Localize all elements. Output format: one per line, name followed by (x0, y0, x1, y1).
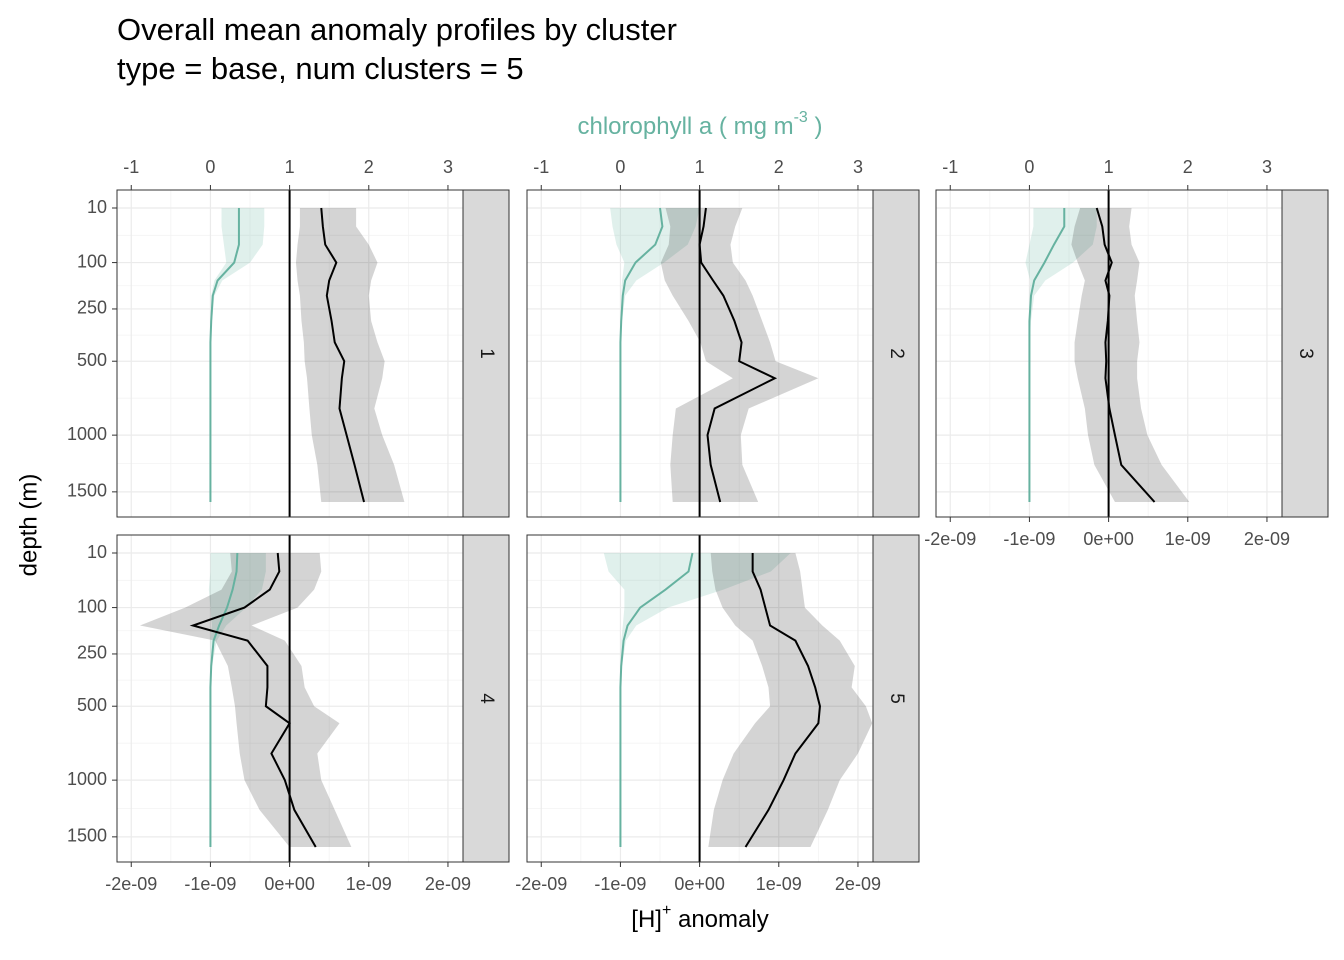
x-tick-label: 0e+00 (1083, 529, 1134, 549)
y-tick-label: 250 (77, 643, 107, 663)
facet-label: 5 (886, 693, 907, 704)
facet-label: 2 (886, 348, 907, 359)
ribbon (708, 553, 873, 847)
facet-label: 3 (1295, 348, 1316, 359)
y-tick-label: 10 (87, 542, 107, 562)
profile-line (209, 552, 239, 847)
y-tick-label: 100 (77, 251, 107, 271)
y-tick-label: 100 (77, 596, 107, 616)
top-axis-title-after: ) (808, 113, 823, 140)
profile-line (209, 208, 240, 502)
profile-line (320, 207, 365, 503)
facet-label: 4 (476, 693, 497, 704)
x2-tick-label: 1 (695, 157, 705, 177)
x-axis-title: [H]+ anomaly (631, 902, 768, 933)
y-tick-label: 1500 (67, 481, 107, 501)
facet-strip (462, 189, 510, 518)
ribbon (1025, 208, 1097, 502)
profile-line (1095, 207, 1156, 503)
x-tick-label: -1e-09 (184, 874, 236, 894)
x-tick-label: 1e-09 (346, 874, 392, 894)
facet-label: 1 (476, 348, 497, 359)
x-tick-label: 2e-09 (1244, 529, 1290, 549)
x2-tick-label: -1 (942, 157, 958, 177)
x2-tick-label: 2 (364, 157, 374, 177)
ribbon (603, 553, 791, 847)
x2-tick-label: 3 (1262, 157, 1272, 177)
top-axis-title-text: chlorophyll a ( mg m (578, 113, 794, 140)
ribbon (139, 553, 352, 847)
ribbon (295, 208, 405, 502)
chart-subtitle: type = base, num clusters = 5 (117, 51, 524, 86)
ribbon (208, 553, 266, 847)
x2-tick-label: 1 (1104, 157, 1114, 177)
x-tick-label: -2e-09 (105, 874, 157, 894)
ribbon (210, 208, 265, 502)
y-tick-label: 1500 (67, 826, 107, 846)
x-tick-label: 0e+00 (264, 874, 315, 894)
x-tick-label: 2e-09 (425, 874, 471, 894)
x-tick-label: 1e-09 (1165, 529, 1211, 549)
chart-title: Overall mean anomaly profiles by cluster (117, 12, 677, 47)
top-axis-title-sup: -3 (794, 109, 808, 126)
x-tick-label: -2e-09 (924, 529, 976, 549)
x2-tick-label: 3 (443, 157, 453, 177)
x2-tick-label: 0 (615, 157, 625, 177)
y-tick-label: 250 (77, 298, 107, 318)
x2-tick-label: 1 (285, 157, 295, 177)
y-tick-label: 1000 (67, 769, 107, 789)
top-axis-title: chlorophyll a ( mg m-3 ) (578, 109, 823, 140)
facet-strip (462, 534, 510, 863)
facet-strip (872, 189, 920, 518)
x-tick-label: 1e-09 (756, 874, 802, 894)
x2-tick-label: 3 (853, 157, 863, 177)
x-axis-title-text: [H] (631, 906, 662, 933)
x-tick-label: -2e-09 (515, 874, 567, 894)
y-tick-label: 10 (87, 197, 107, 217)
x-tick-label: -1e-09 (594, 874, 646, 894)
x2-tick-label: 0 (205, 157, 215, 177)
ribbon (610, 208, 700, 502)
ribbon (1071, 208, 1190, 502)
x2-tick-label: 2 (774, 157, 784, 177)
facet-strip (872, 534, 920, 863)
x-axis-title-after: anomaly (671, 906, 768, 933)
facet-strip (1281, 189, 1329, 518)
profile-line (1028, 208, 1066, 502)
x-axis-title-sup: + (662, 902, 671, 919)
x-tick-label: 2e-09 (835, 874, 881, 894)
x2-tick-label: 2 (1183, 157, 1193, 177)
x-tick-label: -1e-09 (1003, 529, 1055, 549)
profile-line (189, 552, 317, 848)
x2-tick-label: -1 (533, 157, 549, 177)
y-tick-label: 1000 (67, 424, 107, 444)
y-tick-label: 500 (77, 695, 107, 715)
y-tick-label: 500 (77, 350, 107, 370)
x2-tick-label: 0 (1024, 157, 1034, 177)
profile-line (744, 553, 821, 848)
profile-line (619, 207, 664, 502)
profile-line (619, 552, 694, 847)
x-tick-label: 0e+00 (674, 874, 725, 894)
profile-line (698, 207, 778, 503)
y-axis-title: depth (m) (15, 474, 42, 577)
x2-tick-label: -1 (123, 157, 139, 177)
